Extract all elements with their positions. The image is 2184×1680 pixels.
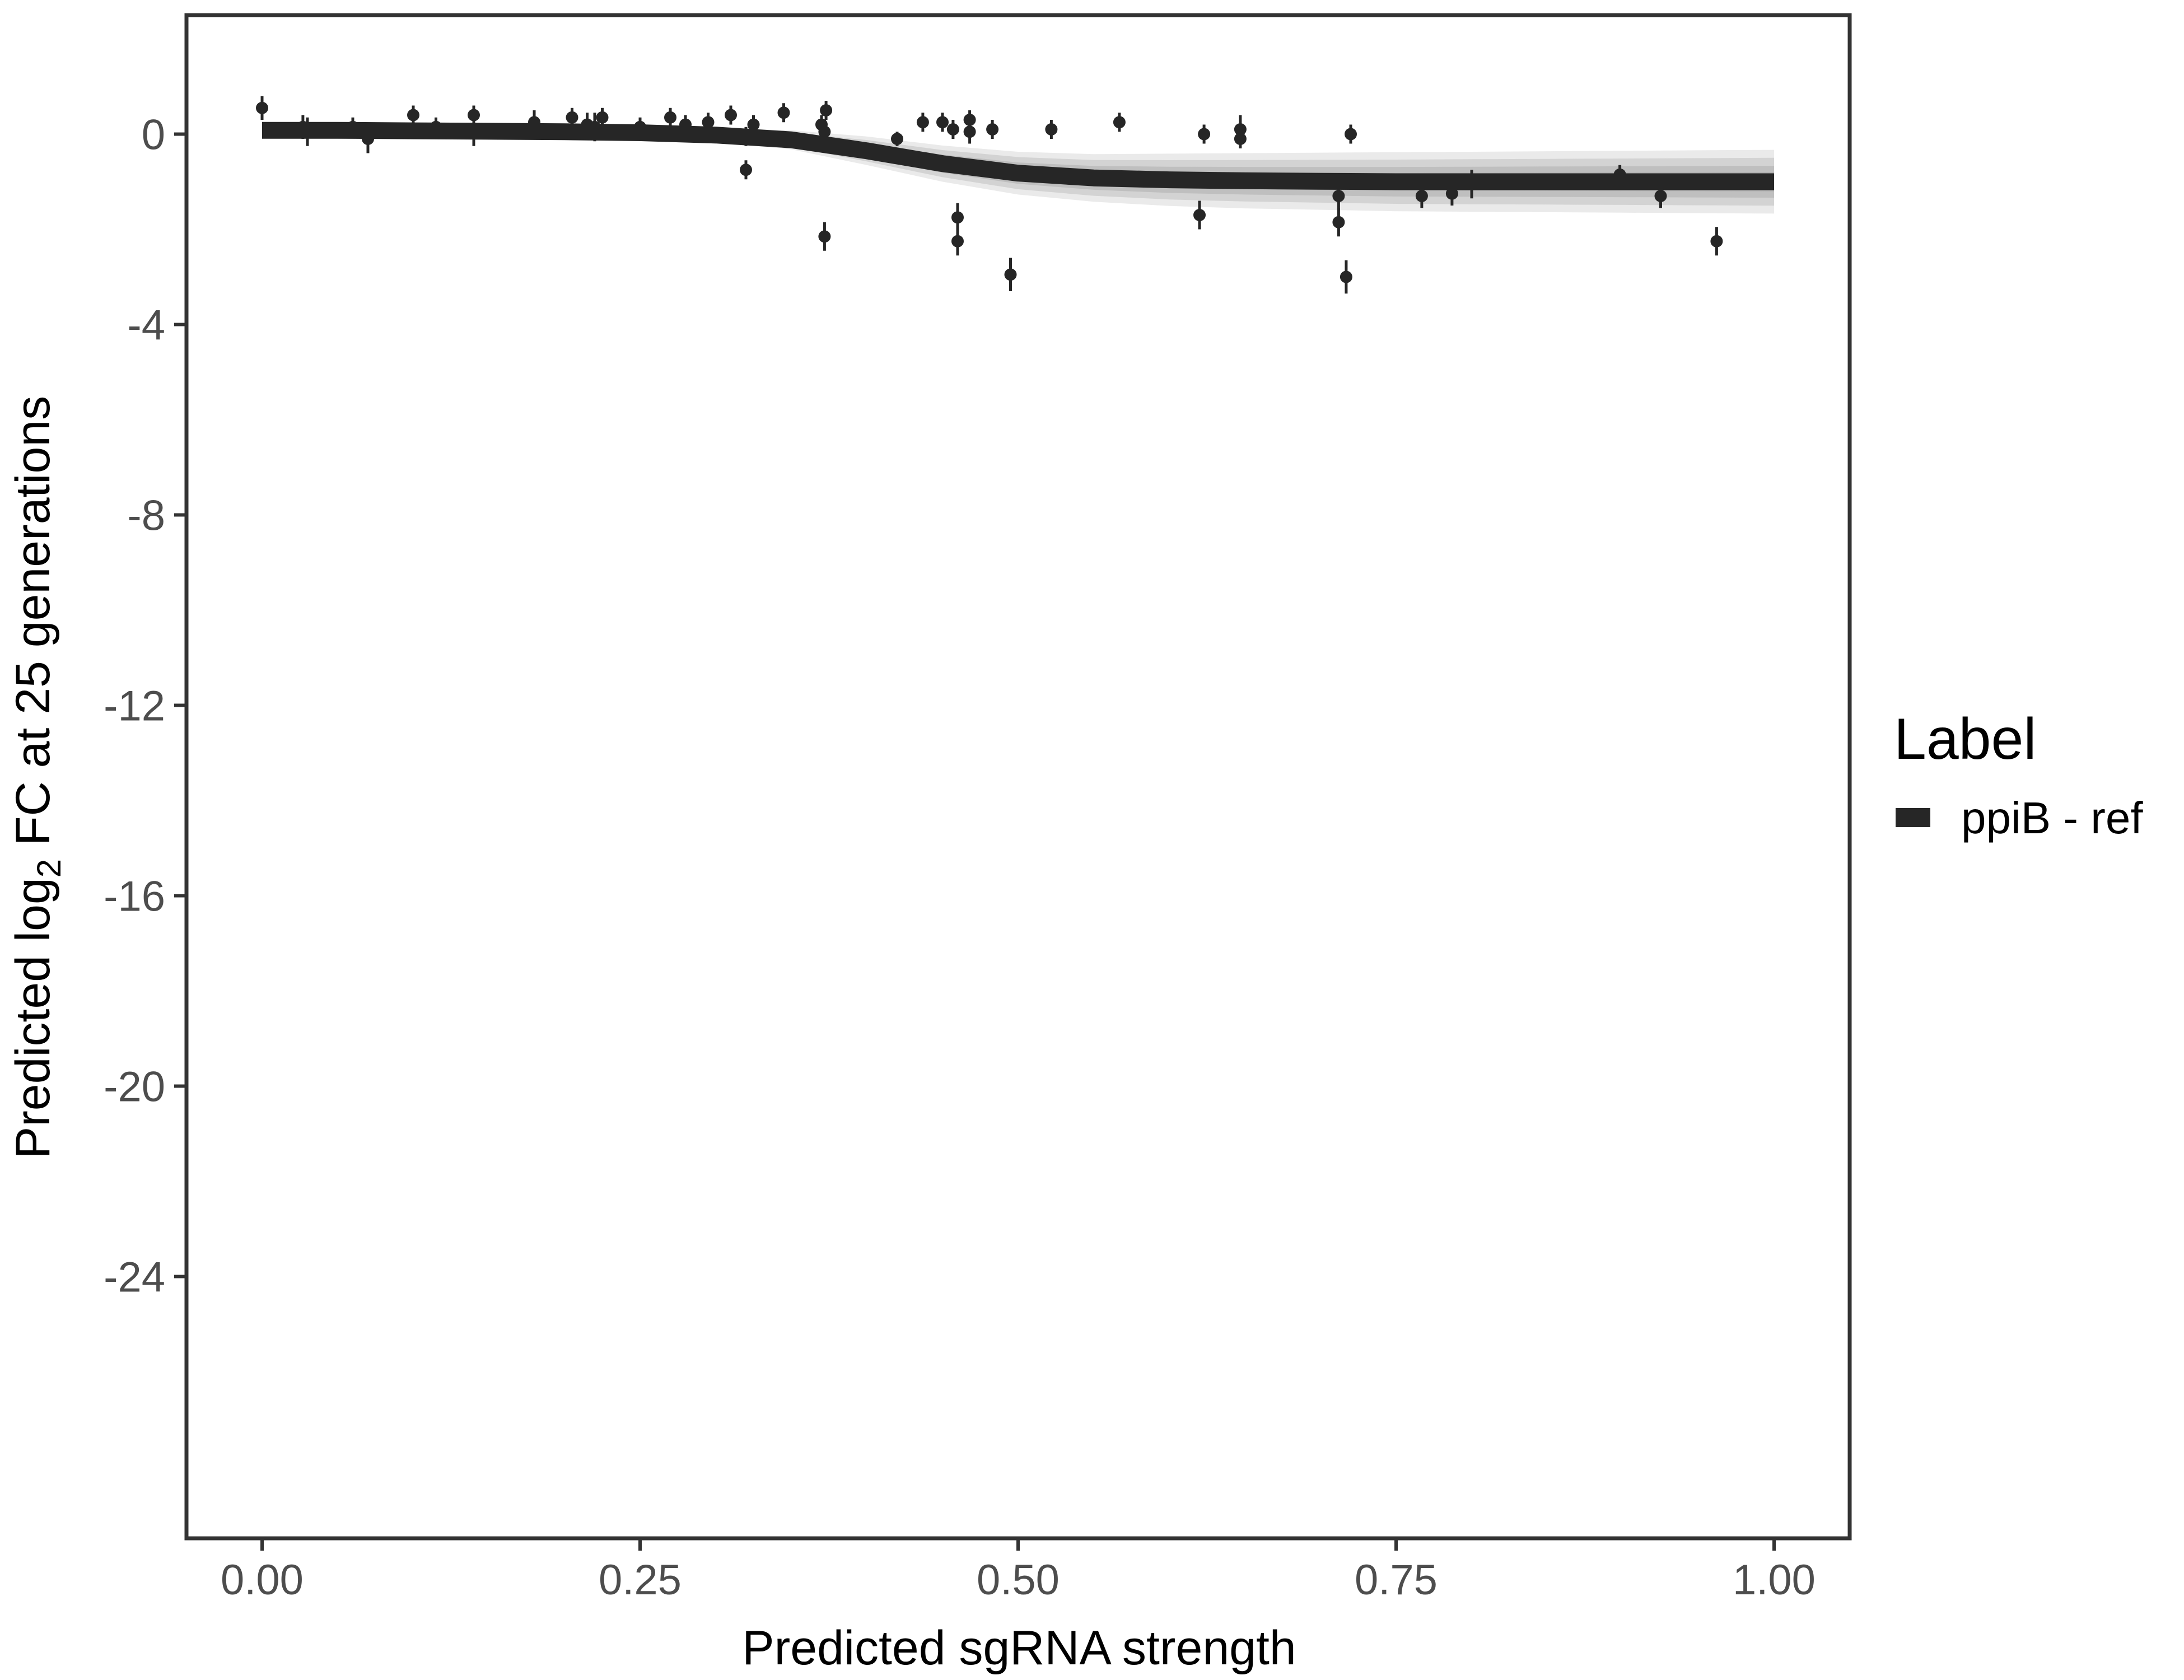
y-tick-label: -24 (104, 1254, 165, 1301)
data-point (818, 222, 831, 251)
legend: Label ppiB - ref (1894, 707, 2143, 843)
data-point (777, 103, 790, 123)
point-marker (951, 235, 964, 248)
data-point (1113, 113, 1126, 132)
data-point (256, 96, 268, 120)
legend-key (1896, 808, 1930, 827)
point-marker (1445, 187, 1458, 200)
data-point (1234, 129, 1247, 148)
y-tick-label: -4 (127, 302, 165, 349)
point-marker (407, 109, 419, 122)
data-point (986, 120, 999, 139)
fit-line (262, 122, 1774, 190)
plot-area (256, 96, 1774, 294)
point-marker (1415, 190, 1428, 202)
point-marker (664, 111, 676, 124)
point-marker (936, 116, 949, 129)
data-point (820, 101, 833, 120)
data-point (1193, 200, 1206, 230)
point-marker (946, 123, 959, 136)
point-marker (740, 164, 752, 176)
point-marker (747, 118, 760, 131)
point-marker (1710, 235, 1723, 248)
data-point (407, 105, 419, 125)
data-point (963, 120, 976, 144)
data-point (1340, 260, 1352, 294)
x-tick-label: 0.50 (977, 1556, 1060, 1604)
point-marker (777, 106, 790, 119)
y-tick-label: 0 (142, 111, 165, 159)
data-point (1332, 208, 1345, 237)
point-marker (1654, 190, 1667, 202)
legend-title: Label (1894, 707, 2036, 772)
point-marker (986, 123, 999, 136)
y-axis: 0 -4 -8 -12 -16 -20 -24 (104, 111, 185, 1301)
point-marker (1234, 133, 1247, 145)
plot-frame (184, 13, 1852, 1541)
data-point (725, 105, 737, 125)
data-point (951, 227, 964, 256)
point-marker (818, 125, 831, 138)
point-marker (1198, 128, 1211, 141)
data-point (596, 108, 609, 127)
y-tick-label: -8 (127, 492, 165, 540)
data-point (1004, 258, 1017, 291)
data-point (1345, 124, 1357, 144)
point-marker (468, 109, 480, 122)
point-marker (818, 230, 831, 243)
x-axis-title: Predicted sgRNA strength (742, 1621, 1296, 1675)
x-tick-label: 0.25 (599, 1556, 682, 1604)
data-point (946, 120, 959, 139)
data-point (936, 113, 949, 132)
point-marker (891, 133, 903, 145)
point-marker (702, 116, 715, 129)
x-tick-label: 0.75 (1355, 1556, 1438, 1604)
data-point (1045, 120, 1058, 139)
point-marker (916, 116, 929, 129)
point-marker (1004, 268, 1017, 281)
y-tick-label: -16 (104, 873, 165, 921)
x-tick-label: 1.00 (1733, 1556, 1816, 1604)
y-axis-title-subscript: 2 (30, 859, 68, 878)
point-marker (1193, 209, 1206, 221)
point-marker (1113, 116, 1126, 129)
legend-entry-label: ppiB - ref (1961, 793, 2143, 843)
y-axis-title: Predicted log2 FC at 25 generations (6, 396, 68, 1159)
point-marker (820, 104, 833, 116)
y-tick-label: -12 (104, 683, 165, 730)
point-marker (566, 111, 578, 124)
point-marker (951, 211, 964, 224)
data-point (916, 113, 929, 132)
point-marker (256, 101, 268, 114)
data-point (664, 108, 676, 127)
point-marker (1045, 123, 1058, 136)
data-point (740, 160, 752, 180)
point-marker (1340, 270, 1352, 283)
point-marker (725, 109, 737, 122)
data-point (1198, 124, 1211, 144)
point-marker (963, 125, 976, 138)
data-point (1710, 227, 1723, 256)
x-axis: 0.00 0.25 0.50 0.75 1.00 (221, 1540, 1816, 1604)
point-marker (596, 111, 609, 124)
x-tick-label: 0.00 (221, 1556, 304, 1604)
point-marker (1332, 190, 1345, 202)
point-marker (1332, 216, 1345, 228)
y-axis-title-prefix: Predicted log (6, 878, 60, 1159)
y-tick-label: -20 (104, 1063, 165, 1111)
data-point (891, 132, 903, 146)
point-marker (1345, 128, 1357, 141)
y-axis-title-suffix: FC at 25 generations (6, 396, 60, 859)
